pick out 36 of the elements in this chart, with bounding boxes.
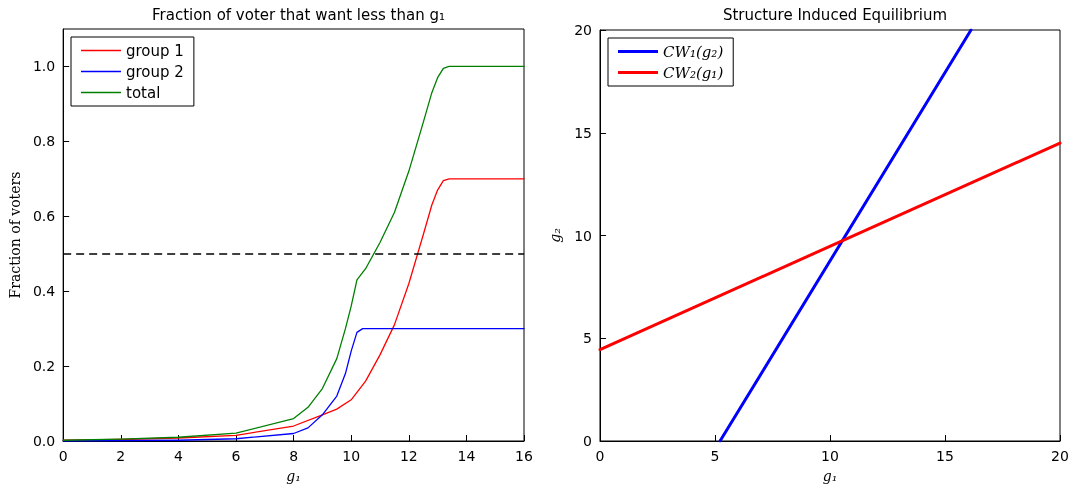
x-tick-label: 4 (173, 448, 183, 464)
x-tick-label: 20 (1051, 448, 1069, 464)
x-tick-label: 15 (936, 448, 954, 464)
y-axis-title: Fraction of voters (7, 171, 23, 299)
x-tick-label: 10 (821, 448, 839, 464)
x-tick-label: 5 (710, 448, 720, 464)
y-tick-label: 0.6 (32, 208, 56, 225)
y-tick-label: 0.8 (32, 133, 56, 150)
legend-label: group 1 (126, 41, 184, 60)
legend-label: CW₁(g₂) (663, 42, 724, 61)
x-tick-label: 6 (231, 448, 241, 464)
y-tick-label: 10 (574, 227, 592, 244)
x-tick-label: 12 (399, 448, 418, 464)
y-tick-label: 0.2 (32, 358, 56, 375)
y-tick-label: 20 (574, 22, 592, 38)
x-tick-label: 10 (342, 448, 361, 464)
x-tick-label: 0 (595, 448, 605, 464)
legend-label: CW₂(g₁) (663, 63, 724, 82)
y-tick-label: 0.4 (32, 283, 56, 300)
y-tick-label: 5 (583, 330, 592, 347)
legend-label: group 2 (126, 62, 184, 81)
x-tick-label: 2 (116, 448, 126, 464)
x-axis-title: g₁ (822, 468, 838, 484)
chart-title: Fraction of voter that want less than g₁ (152, 5, 445, 24)
y-tick-label: 0 (583, 433, 592, 449)
x-tick-label: 16 (515, 448, 533, 464)
y-tick-label: 0.0 (32, 433, 56, 449)
y-axis-title: g₂ (547, 227, 563, 243)
x-tick-label: 14 (457, 448, 476, 464)
x-tick-label: 0 (58, 448, 68, 464)
legend-label: total (126, 83, 161, 102)
x-axis-title: g₁ (286, 468, 301, 484)
x-tick-label: 8 (289, 448, 299, 464)
y-tick-label: 1.0 (32, 58, 56, 75)
chart-title: Structure Induced Equilibrium (722, 5, 948, 24)
y-tick-label: 15 (574, 124, 592, 141)
